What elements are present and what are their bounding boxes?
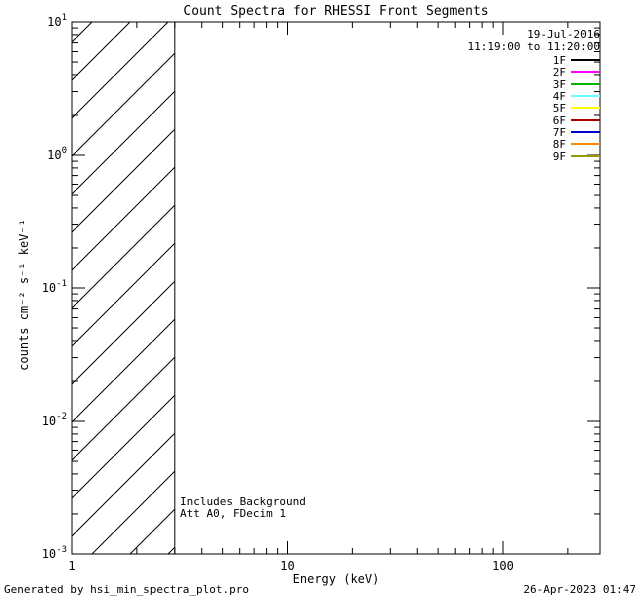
legend-label-1F: 1F [553, 54, 566, 67]
legend-date: 19-Jul-2016 [527, 28, 600, 41]
annotation-includes-background: Includes Background [180, 495, 306, 508]
legend-label-7F: 7F [553, 126, 566, 139]
legend-label-6F: 6F [553, 114, 566, 127]
y-tick-label: 10-2 [42, 412, 67, 428]
generated-by-text: Generated by hsi_min_spectra_plot.pro [4, 583, 250, 596]
legend-label-4F: 4F [553, 90, 566, 103]
chart-title: Count Spectra for RHESSI Front Segments [183, 4, 489, 19]
hatched-region [72, 22, 175, 554]
plot-annotation: Includes Background Att A0, FDecim 1 [180, 496, 306, 519]
y-axis-label: counts cm⁻² s⁻¹ keV⁻¹ [17, 219, 31, 371]
x-tick-label: 10 [280, 559, 294, 573]
annotation-att-fdecim: Att A0, FDecim 1 [180, 506, 286, 520]
x-tick-label: 1 [68, 559, 75, 573]
y-tick-label: 10-1 [42, 279, 67, 295]
legend-label-8F: 8F [553, 138, 566, 151]
render-timestamp: 26-Apr-2023 01:47 [523, 583, 636, 596]
legend-label-3F: 3F [553, 78, 566, 91]
legend-time-range: 11:19:00 to 11:20:00 [467, 40, 600, 53]
legend-label-5F: 5F [553, 102, 566, 115]
legend-label-9F: 9F [553, 150, 566, 163]
y-tick-label: 100 [47, 146, 67, 162]
y-tick-label: 10-3 [42, 545, 67, 561]
axis-ticks [71, 21, 600, 555]
legend-label-2F: 2F [553, 66, 566, 79]
x-tick-label: 100 [492, 559, 514, 573]
x-axis-label: Energy (keV) [292, 572, 380, 586]
